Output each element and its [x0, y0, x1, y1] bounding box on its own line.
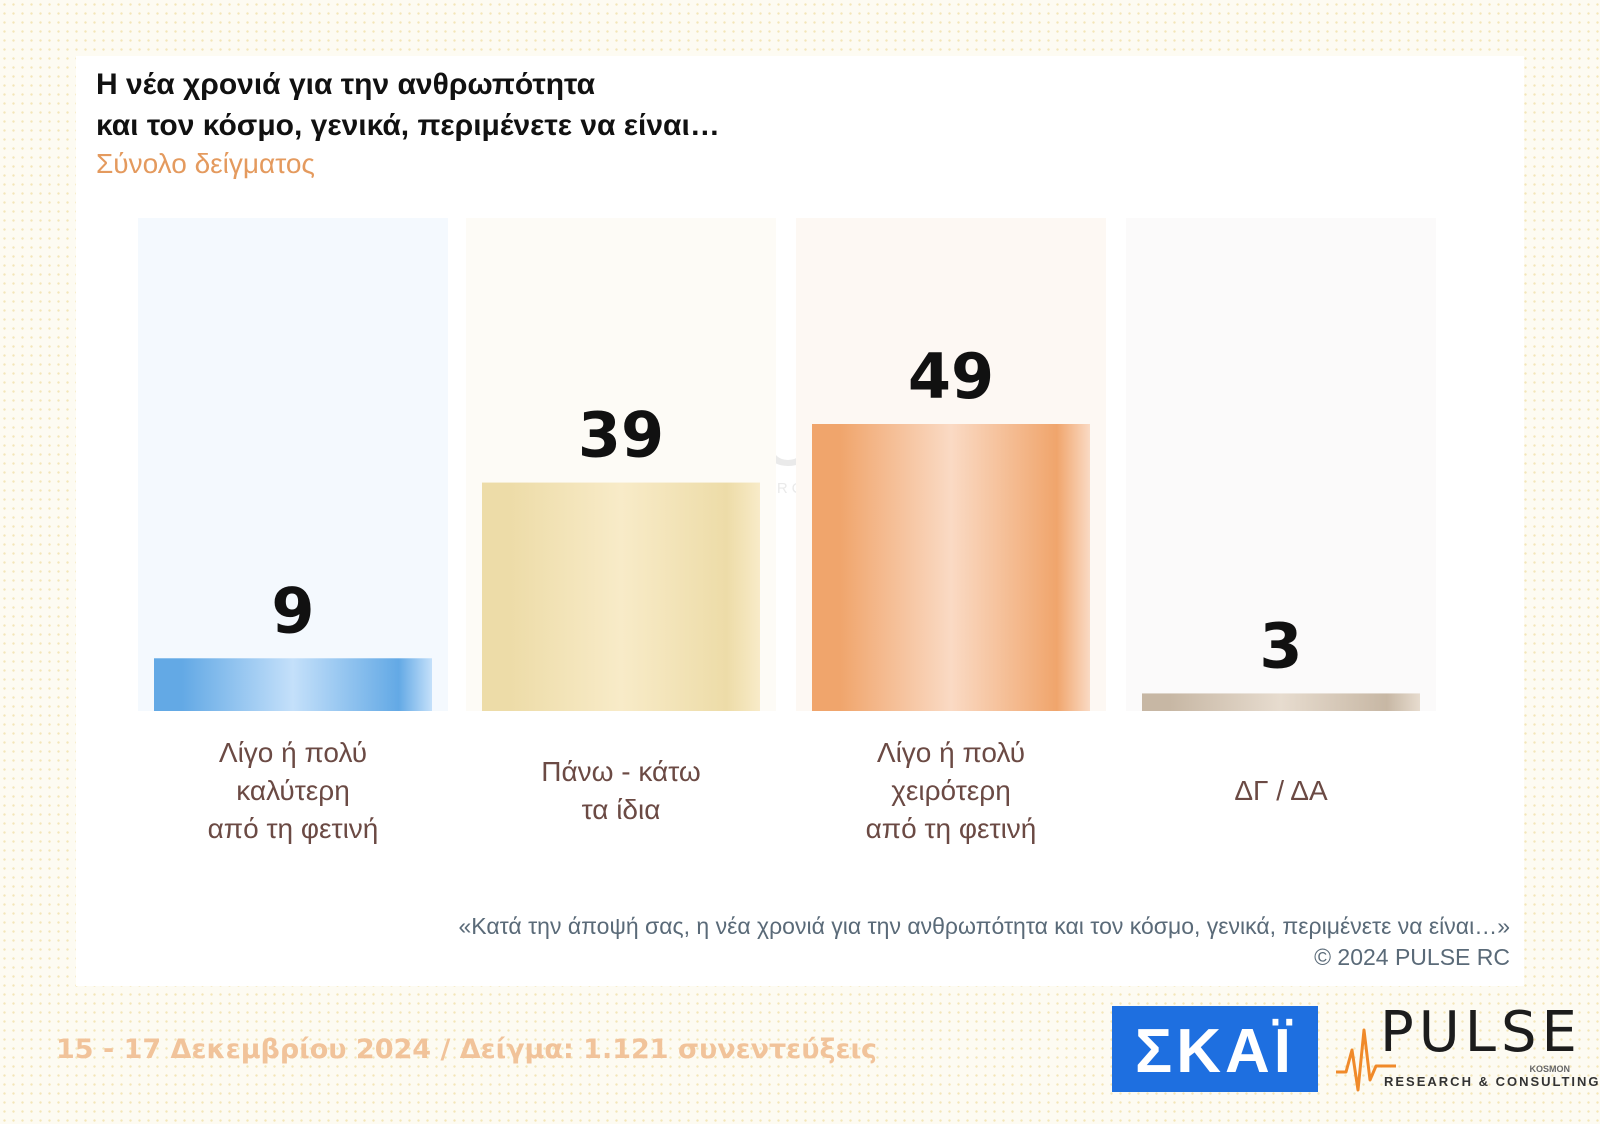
- pulse-logo-tagline: RESEARCH & CONSULTING: [1384, 1074, 1600, 1089]
- category-label-line: από τη φετινή: [866, 813, 1037, 844]
- category-label-line: ΔΓ / ΔΑ: [1234, 775, 1328, 806]
- bar-value-label: 9: [271, 574, 314, 647]
- bar-chart: 9 Λίγο ή πολύ καλύτερη από τη φετινή 39 Πάνω …: [138, 218, 1436, 844]
- pulse-logo-word: PULSE: [1380, 1000, 1582, 1065]
- category-label-line: από τη φετινή: [208, 813, 379, 844]
- category-label: Πάνω - κάτω τα ίδια: [541, 756, 701, 825]
- skai-logo: ΣΚΑΪ: [1112, 1006, 1318, 1092]
- chart-title: Η νέα χρονιά για την ανθρωπότητα και τον…: [96, 64, 720, 146]
- chart-title-line-1: Η νέα χρονιά για την ανθρωπότητα: [96, 68, 596, 101]
- pulse-logo: PULSE KOSMON RESEARCH & CONSULTING: [1336, 1000, 1599, 1100]
- category-label: Λίγο ή πολύ χειρότερη από τη φετινή: [866, 737, 1037, 844]
- pulse-heartbeat-icon: [1336, 1028, 1396, 1092]
- bar-value-label: 39: [578, 399, 664, 472]
- category-label-line: Πάνω - κάτω: [541, 756, 701, 787]
- bar: [482, 482, 760, 711]
- category-label-line: Λίγο ή πολύ: [877, 737, 1025, 768]
- chart-subtitle: Σύνολο δείγματος: [96, 148, 315, 179]
- bar: [1142, 693, 1420, 711]
- category-label-line: τα ίδια: [582, 794, 661, 825]
- bar-value-label: 49: [908, 340, 994, 413]
- bar-value-label: 3: [1259, 609, 1302, 682]
- category-label-line: Λίγο ή πολύ: [219, 737, 367, 768]
- column-background: [138, 218, 448, 711]
- skai-logo-mark: ΣΚΑΪ: [1135, 1017, 1295, 1086]
- survey-date-and-sample: 15 - 17 Δεκεμβρίου 2024 / Δείγμα: 1.121 …: [56, 1034, 878, 1065]
- survey-question: «Κατά την άποψή σας, η νέα χρονιά για τη…: [458, 913, 1510, 939]
- column-background: [1126, 218, 1436, 711]
- copyright-notice: © 2024 PULSE RC: [1314, 944, 1510, 970]
- chart-panel: Η νέα χρονιά για την ανθρωπότητα και τον…: [76, 56, 1524, 986]
- bar: [812, 424, 1090, 711]
- category-label-line: καλύτερη: [236, 775, 350, 806]
- chart-title-line-2: και τον κόσμο, γενικά, περιμένετε να είν…: [96, 109, 720, 142]
- category-label: Λίγο ή πολύ καλύτερη από τη φετινή: [208, 737, 379, 844]
- skai-logo-text: ΣΚΑΪ: [1135, 1017, 1295, 1086]
- pulse-logo-tag: KOSMON: [1529, 1064, 1571, 1074]
- bar: [154, 658, 432, 711]
- category-label-line: χειρότερη: [891, 775, 1011, 806]
- category-label: ΔΓ / ΔΑ: [1234, 775, 1328, 806]
